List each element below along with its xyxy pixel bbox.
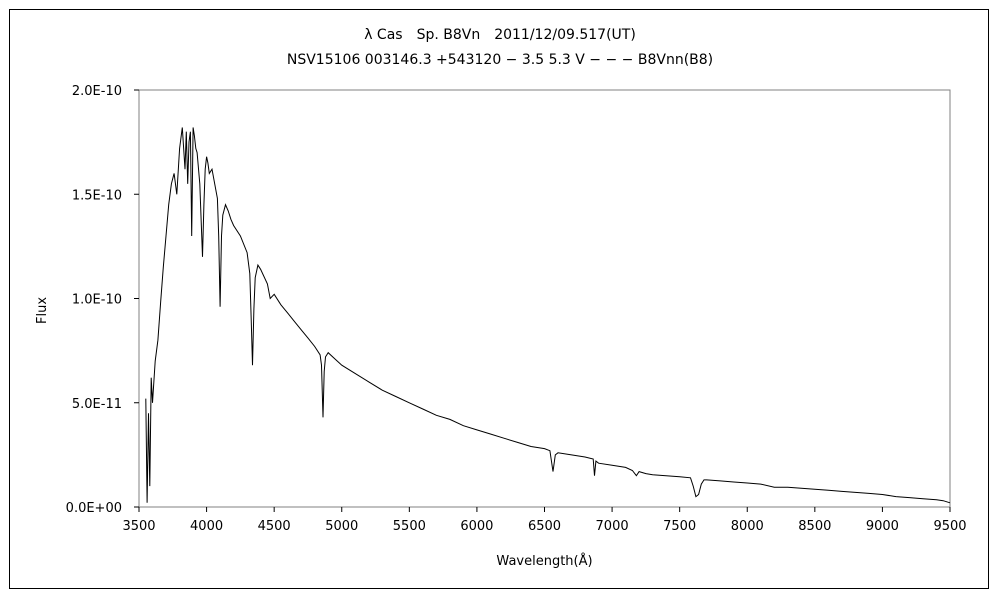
x-tick-label: 7000 <box>596 519 629 534</box>
x-tick-label: 7500 <box>663 519 696 534</box>
spectrum-line <box>145 127 951 504</box>
plot-area <box>138 89 951 508</box>
chart-frame <box>9 9 989 589</box>
x-axis-ticks: 3500 4000 4500 5000 5500 6000 6500 7000 7500 8000… <box>122 507 967 534</box>
x-tick-label: 6000 <box>460 519 493 534</box>
x-tick-label: 4500 <box>258 519 291 534</box>
x-tick-label: 5000 <box>325 519 358 534</box>
x-tick-label: 5500 <box>393 519 426 534</box>
x-tick-label: 9000 <box>866 519 899 534</box>
chart-title: λ Cas Sp. B8Vn 2011/12/09.517(UT) <box>364 27 636 43</box>
y-tick-label: 1.0E-10 <box>72 293 122 308</box>
x-tick-label: 3500 <box>122 519 155 534</box>
x-tick-label: 9500 <box>933 519 966 534</box>
y-tick-label: 0.0E+00 <box>66 501 122 516</box>
x-tick-label: 6500 <box>528 519 561 534</box>
x-tick-label: 8000 <box>731 519 764 534</box>
y-tick-label: 2.0E-10 <box>72 84 122 99</box>
y-tick-label: 1.5E-10 <box>72 188 122 203</box>
x-tick-label: 8500 <box>798 519 831 534</box>
y-axis-label: Flux <box>35 297 50 324</box>
y-axis-ticks: 0.0E+00 5.0E-11 1.0E-10 1.5E-10 2.0E-10 <box>66 84 139 516</box>
y-tick-label: 5.0E-11 <box>72 397 122 412</box>
chart-subtitle: NSV15106 003146.3 +543120 − 3.5 5.3 V − … <box>286 52 714 68</box>
x-tick-label: 4000 <box>190 519 223 534</box>
x-axis-label: Wavelength(Å) <box>496 553 592 569</box>
